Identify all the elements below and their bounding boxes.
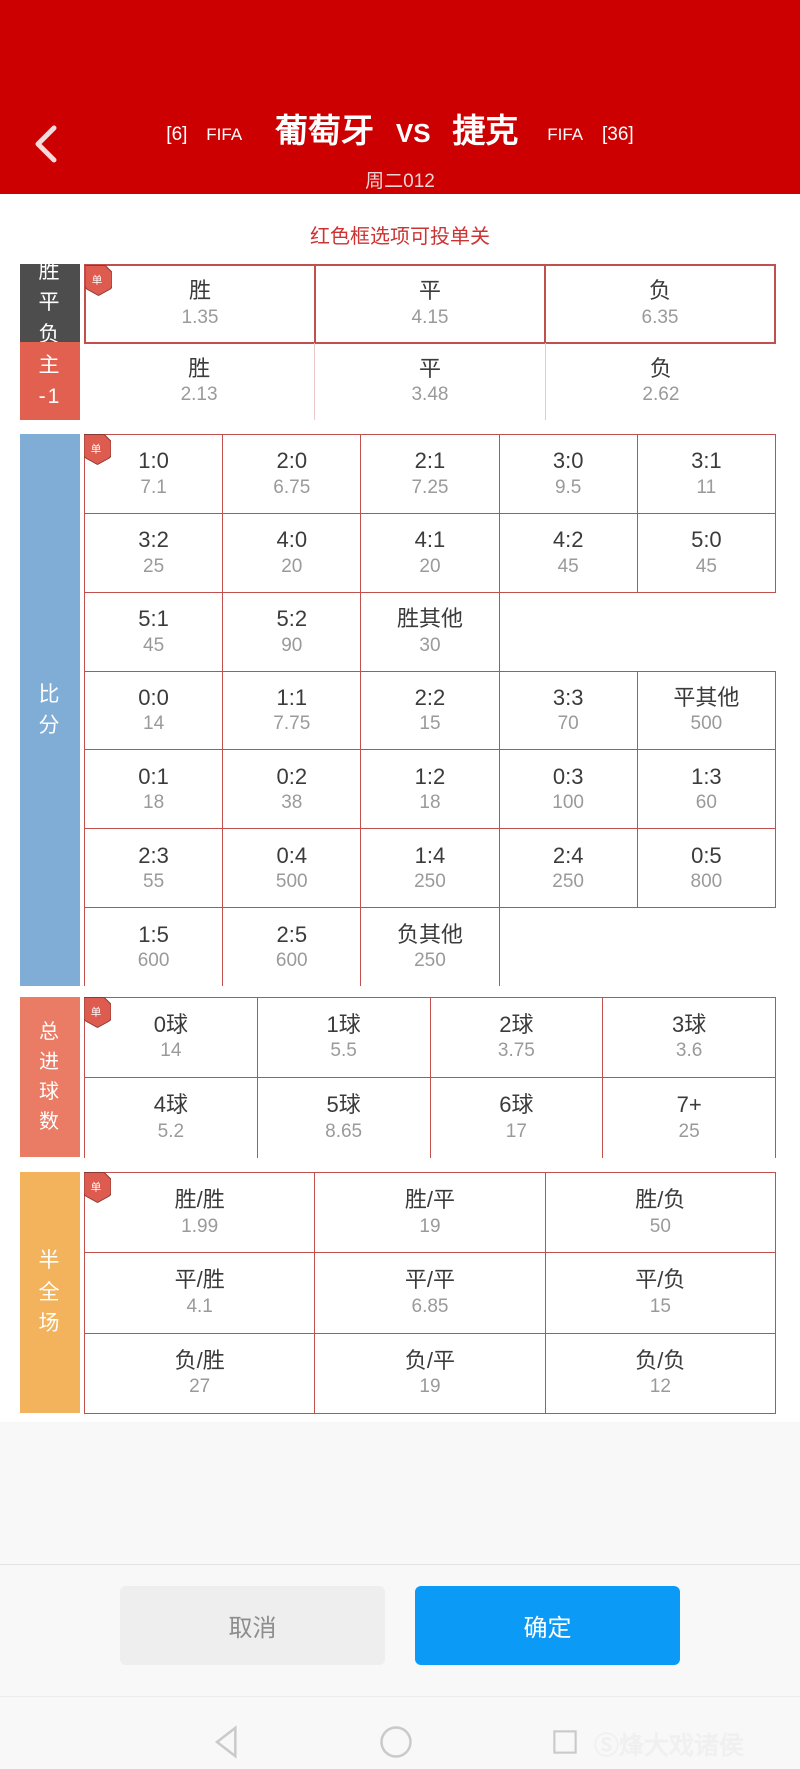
svg-text:单: 单: [91, 1007, 102, 1019]
svg-text:单: 单: [91, 1182, 102, 1194]
svg-text:单: 单: [91, 444, 102, 456]
svg-text:单: 单: [92, 275, 103, 287]
